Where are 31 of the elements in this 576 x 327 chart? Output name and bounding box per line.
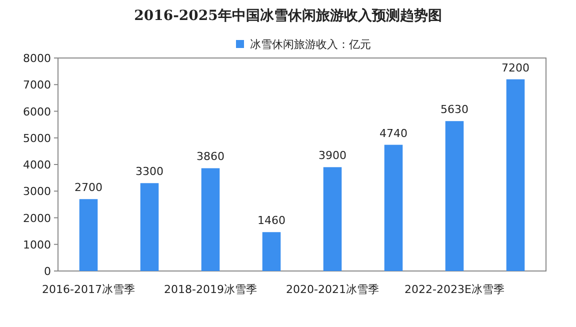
data-label: 7200 — [502, 61, 530, 74]
bar — [384, 144, 403, 271]
legend-label: 冰雪休闲旅游收入：亿元 — [250, 38, 371, 51]
bar — [262, 232, 281, 271]
bar — [79, 199, 98, 271]
x-tick-label: 2016-2017冰雪季 — [42, 283, 135, 296]
bar — [201, 168, 220, 271]
y-tick-label: 0 — [44, 265, 51, 278]
data-label: 3300 — [136, 165, 164, 178]
x-tick-label: 2022-2023E冰雪季 — [404, 283, 504, 296]
data-label: 5630 — [440, 103, 468, 116]
y-tick-label: 6000 — [23, 105, 51, 118]
data-label: 1460 — [258, 214, 286, 228]
y-tick-label: 3000 — [23, 185, 51, 198]
bar — [445, 121, 464, 271]
data-label: 3900 — [318, 149, 346, 162]
y-tick-label: 1000 — [23, 238, 51, 252]
x-tick-label: 2020-2021冰雪季 — [286, 283, 379, 296]
bar — [506, 79, 525, 271]
x-tick-label: 2018-2019冰雪季 — [164, 283, 257, 296]
y-tick-label: 5000 — [23, 132, 51, 145]
y-tick-label: 8000 — [23, 52, 51, 65]
y-tick-label: 4000 — [23, 158, 51, 172]
y-tick-label: 2000 — [23, 212, 51, 225]
chart-title: 2016-2025年中国冰雪休闲旅游收入预测趋势图 — [134, 8, 442, 24]
bar — [323, 167, 342, 271]
data-label: 2700 — [74, 181, 102, 194]
bar — [140, 183, 159, 271]
data-label: 4740 — [380, 126, 408, 140]
data-label: 3860 — [196, 150, 224, 164]
y-tick-label: 7000 — [23, 78, 51, 92]
